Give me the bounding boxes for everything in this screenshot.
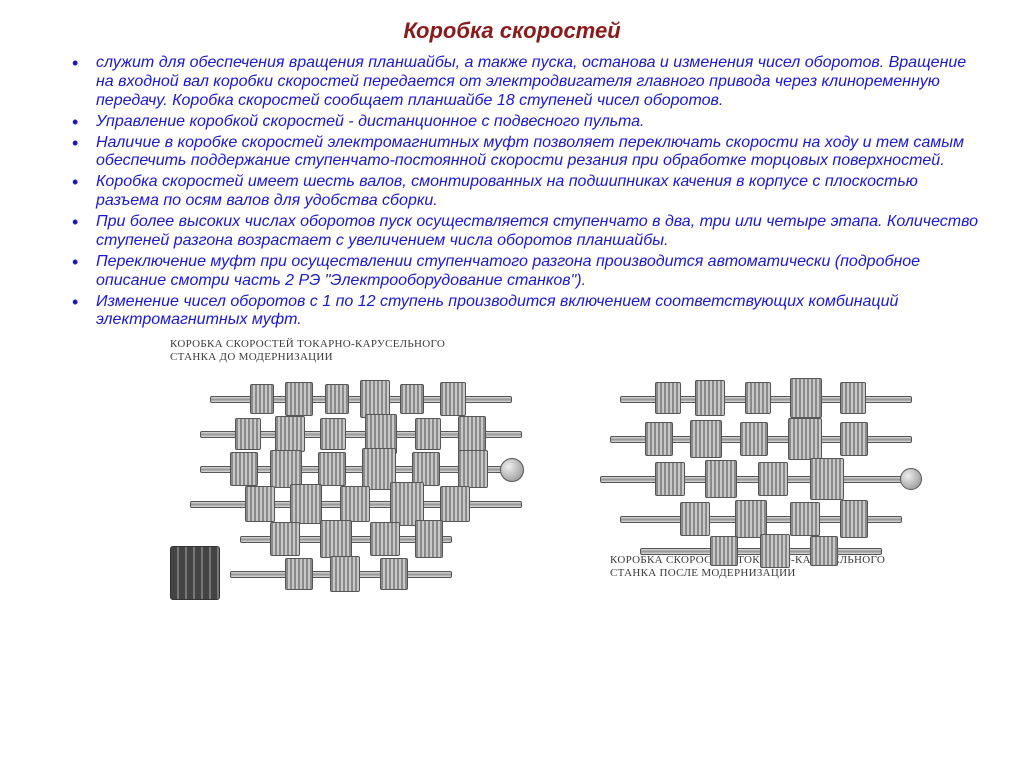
list-item: служит для обеспечения вращения планшайб… xyxy=(96,54,984,111)
list-item: При более высоких числах оборотов пуск о… xyxy=(96,213,984,251)
gear xyxy=(840,422,868,456)
list-item: Управление коробкой скоростей - дистанци… xyxy=(96,113,984,132)
gear xyxy=(235,418,261,450)
gear xyxy=(458,450,488,488)
gear xyxy=(370,522,400,556)
gear xyxy=(245,486,275,522)
gear xyxy=(655,462,685,496)
gear xyxy=(790,502,820,536)
gear xyxy=(840,382,866,414)
gear xyxy=(758,462,788,496)
gear xyxy=(320,520,352,558)
gear xyxy=(710,536,738,566)
gear xyxy=(458,416,486,452)
diagram-caption-left: КОРОБКА СКОРОСТЕЙ ТОКАРНО-КАРУСЕЛЬНОГО С… xyxy=(170,338,460,363)
gearbox-before xyxy=(190,376,530,606)
gear xyxy=(440,382,466,416)
gear xyxy=(735,500,767,538)
gear xyxy=(415,520,443,558)
gear xyxy=(745,382,771,414)
list-item: Изменение чисел оборотов с 1 по 12 ступе… xyxy=(96,293,984,331)
gear xyxy=(330,556,360,592)
gear xyxy=(360,380,390,418)
gear xyxy=(285,558,313,590)
gear xyxy=(325,384,349,414)
gear xyxy=(340,486,370,522)
gear xyxy=(680,502,710,536)
gear xyxy=(810,536,838,566)
gear xyxy=(250,384,274,414)
gear xyxy=(760,534,790,568)
gear xyxy=(645,422,673,456)
list-item: Коробка скоростей имеет шесть валов, смо… xyxy=(96,173,984,211)
gearbox-after xyxy=(600,378,920,578)
gear xyxy=(320,418,346,450)
gear xyxy=(810,458,844,500)
gear xyxy=(788,418,822,460)
shaft xyxy=(600,476,912,483)
gear xyxy=(840,500,868,538)
bullet-list: служит для обеспечения вращения планшайб… xyxy=(40,54,984,330)
slide-page: Коробка скоростей служит для обеспечения… xyxy=(0,0,1024,618)
handwheel-knob xyxy=(500,458,524,482)
page-title: Коробка скоростей xyxy=(40,18,984,44)
gear xyxy=(400,384,424,414)
gear xyxy=(270,450,302,488)
gear xyxy=(740,422,768,456)
gear xyxy=(275,416,305,452)
gear xyxy=(285,382,313,416)
gear xyxy=(230,452,258,486)
handwheel-knob xyxy=(900,468,922,490)
gear xyxy=(318,452,346,486)
list-item: Переключение муфт при осуществлении ступ… xyxy=(96,253,984,291)
gear xyxy=(415,418,441,450)
gear xyxy=(440,486,470,522)
belt-pulley xyxy=(170,546,220,600)
diagram-area: КОРОБКА СКОРОСТЕЙ ТОКАРНО-КАРУСЕЛЬНОГО С… xyxy=(170,338,930,618)
gear xyxy=(290,484,322,524)
gear xyxy=(412,452,440,486)
list-item: Наличие в коробке скоростей электромагни… xyxy=(96,134,984,172)
gear xyxy=(690,420,722,458)
gear xyxy=(705,460,737,498)
gear xyxy=(380,558,408,590)
gear xyxy=(695,380,725,416)
gear xyxy=(655,382,681,414)
gear xyxy=(270,522,300,556)
gear xyxy=(790,378,822,418)
